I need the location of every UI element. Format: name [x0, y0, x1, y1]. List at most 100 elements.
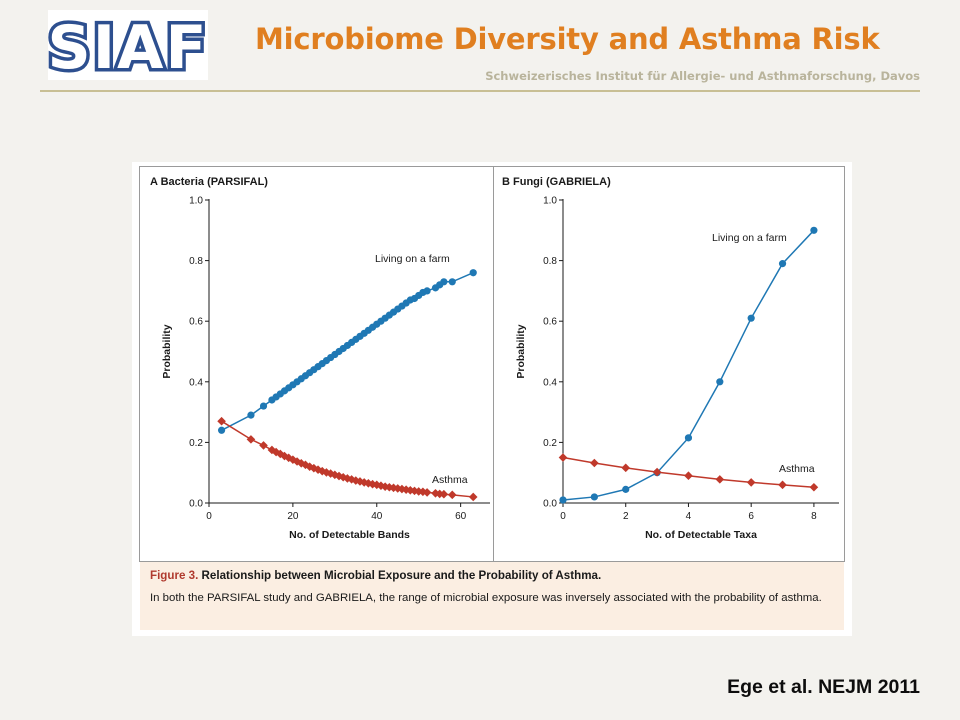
- data-point-asthma: [746, 478, 756, 487]
- data-point-asthma: [292, 457, 302, 466]
- panel-title: A Bacteria (PARSIFAL): [150, 176, 268, 188]
- data-point-asthma: [351, 476, 361, 485]
- y-tick-label: 0.4: [543, 377, 557, 388]
- data-point-asthma: [334, 471, 344, 481]
- x-tick-label: 0: [560, 511, 566, 522]
- y-tick-label: 0.8: [189, 256, 203, 267]
- series-line-living-on-a-farm: [221, 272, 474, 431]
- data-point-asthma: [309, 463, 319, 473]
- data-point-living-on-a-farm: [440, 278, 448, 286]
- data-point-asthma: [590, 458, 599, 468]
- figure-panel: A Bacteria (PARSIFAL) 0.0 0.2 0.4 0.6 0.8 1.0 0…: [132, 162, 852, 636]
- data-point-asthma: [406, 485, 415, 495]
- y-tick-label: 0.6: [189, 317, 203, 328]
- data-point-asthma: [217, 416, 226, 426]
- data-point-asthma: [322, 468, 331, 477]
- data-point-asthma: [380, 482, 390, 491]
- data-point-asthma: [347, 475, 356, 484]
- data-point-asthma: [468, 492, 478, 502]
- data-point-asthma: [778, 480, 787, 490]
- data-point-asthma: [435, 489, 444, 499]
- caption-figure-label: Figure 3.: [150, 569, 199, 582]
- series-label-living-on-a-farm: Living on a farm: [712, 232, 787, 244]
- data-point-asthma: [684, 471, 693, 481]
- data-point-asthma: [317, 466, 327, 476]
- data-point-asthma: [343, 474, 352, 483]
- data-point-asthma: [296, 459, 306, 468]
- x-tick-label: 6: [748, 511, 754, 522]
- data-point-asthma: [326, 469, 335, 478]
- data-point-asthma: [267, 445, 277, 455]
- data-point-asthma: [359, 478, 369, 487]
- y-tick-label: 0.6: [543, 317, 557, 328]
- y-tick-label: 0.0: [189, 499, 203, 510]
- y-tick-label: 0.4: [189, 377, 203, 388]
- series-label-asthma: Asthma: [432, 474, 468, 486]
- y-tick-label: 0.0: [543, 499, 557, 510]
- data-point-living-on-a-farm: [684, 434, 693, 442]
- title-divider: [40, 90, 920, 92]
- data-point-living-on-a-farm: [259, 402, 268, 410]
- data-point-asthma: [422, 488, 432, 497]
- siaf-logo-lettering-inner: SIAF: [48, 13, 208, 80]
- data-point-living-on-a-farm: [559, 496, 567, 504]
- data-point-asthma: [284, 453, 293, 463]
- data-point-living-on-a-farm: [423, 287, 431, 295]
- data-point-asthma: [271, 447, 281, 457]
- data-point-living-on-a-farm: [217, 426, 226, 434]
- series-label-asthma: Asthma: [779, 463, 815, 475]
- data-point-asthma: [621, 463, 631, 473]
- chart-panel-a: A Bacteria (PARSIFAL) 0.0 0.2 0.4 0.6 0.8 1.0 0…: [150, 176, 490, 541]
- data-point-asthma: [368, 479, 377, 489]
- data-point-asthma: [439, 489, 449, 499]
- siaf-logo-mark: SIAF SIAF: [44, 10, 210, 87]
- y-tick-label: 0.2: [543, 438, 557, 449]
- x-tick-label: 4: [686, 511, 692, 522]
- series-line-living-on-a-farm: [562, 229, 815, 501]
- figure-frame: [139, 166, 845, 562]
- data-point-asthma: [330, 470, 340, 480]
- data-point-asthma: [288, 455, 298, 464]
- data-point-asthma: [418, 487, 428, 497]
- data-point-living-on-a-farm: [622, 485, 630, 493]
- data-point-living-on-a-farm: [716, 378, 724, 386]
- figure-charts: A Bacteria (PARSIFAL) 0.0 0.2 0.4 0.6 0.8 1.0 0…: [139, 166, 845, 562]
- data-point-living-on-a-farm: [778, 260, 787, 268]
- data-point-asthma: [431, 489, 440, 498]
- data-point-asthma: [652, 467, 662, 477]
- series-label-living-on-a-farm: Living on a farm: [375, 253, 450, 265]
- panel-title: B Fungi (GABRIELA): [502, 176, 611, 188]
- data-point-asthma: [259, 441, 268, 450]
- x-tick-label: 40: [371, 511, 383, 522]
- data-point-asthma: [414, 487, 424, 496]
- data-point-living-on-a-farm: [448, 278, 456, 286]
- x-tick-label: 60: [455, 511, 467, 522]
- caption-title: Figure 3. Relationship between Microbial…: [150, 569, 601, 582]
- y-axis-label: Probability: [515, 324, 527, 378]
- figure-caption: Figure 3. Relationship between Microbial…: [140, 562, 844, 630]
- data-point-asthma: [280, 451, 289, 461]
- data-point-asthma: [558, 453, 568, 462]
- data-point-asthma: [447, 490, 457, 500]
- x-tick-label: 0: [206, 511, 212, 522]
- data-point-living-on-a-farm: [247, 411, 255, 419]
- slide-title: Microbiome Diversity and Asthma Risk: [255, 22, 880, 56]
- data-point-asthma: [313, 465, 323, 474]
- caption-title-text: Relationship between Microbial Exposure …: [198, 569, 602, 582]
- data-point-asthma: [364, 479, 373, 488]
- x-axis-label: No. of Detectable Bands: [289, 529, 410, 541]
- y-tick-label: 1.0: [543, 196, 557, 207]
- y-axis-label: Probability: [161, 324, 173, 378]
- y-tick-label: 0.2: [189, 438, 203, 449]
- institute-subtitle: Schweizerisches Institut für Allergie- u…: [485, 69, 920, 83]
- x-tick-label: 2: [623, 511, 629, 522]
- data-point-living-on-a-farm: [469, 269, 477, 277]
- chart-panel-b: B Fungi (GABRIELA) 0.0 0.2 0.4 0.6 0.8 1.0 0 2 4 6…: [502, 176, 839, 541]
- caption-body: In both the PARSIFAL study and GABRIELA,…: [150, 592, 822, 604]
- data-point-asthma: [393, 484, 403, 493]
- data-point-living-on-a-farm: [810, 226, 818, 234]
- siaf-logo-lettering: SIAF: [48, 13, 208, 80]
- x-axis-label: No. of Detectable Taxa: [645, 529, 757, 541]
- data-point-asthma: [305, 462, 314, 471]
- data-point-asthma: [246, 435, 256, 444]
